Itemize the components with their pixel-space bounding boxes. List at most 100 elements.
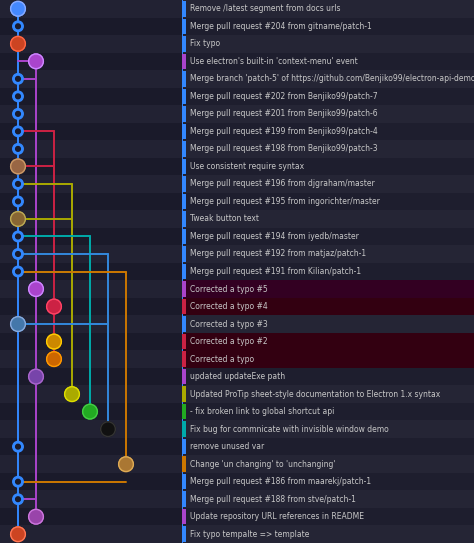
Circle shape	[10, 212, 25, 226]
Circle shape	[28, 282, 43, 296]
Bar	[0, 193, 182, 210]
Bar	[0, 70, 182, 87]
Bar	[182, 246, 186, 262]
Bar	[182, 439, 186, 454]
Bar	[182, 18, 186, 34]
Text: Fix typo tempalte => template: Fix typo tempalte => template	[190, 530, 310, 539]
Bar	[0, 157, 474, 175]
Circle shape	[13, 73, 23, 84]
Circle shape	[16, 147, 20, 151]
Bar	[0, 193, 474, 210]
Circle shape	[118, 457, 133, 471]
Bar	[0, 123, 182, 140]
Bar	[182, 1, 186, 16]
Text: Merge pull request #186 from maarekj/patch-1: Merge pull request #186 from maarekj/pat…	[190, 477, 371, 486]
Bar	[0, 490, 182, 508]
Text: Merge pull request #202 from Benjiko99/patch-7: Merge pull request #202 from Benjiko99/p…	[190, 92, 378, 101]
Bar	[182, 350, 474, 368]
Circle shape	[13, 91, 23, 102]
Bar	[0, 280, 474, 298]
Bar	[182, 264, 186, 279]
Circle shape	[10, 527, 25, 541]
Circle shape	[64, 387, 79, 401]
Bar	[0, 35, 474, 53]
Circle shape	[13, 144, 23, 154]
Bar	[0, 140, 474, 157]
Circle shape	[28, 54, 43, 68]
Text: - fix broken link to global shortcut api: - fix broken link to global shortcut api	[190, 407, 334, 416]
Text: Merge branch 'patch-5' of https://github.com/Benjiko99/electron-api-demos: Merge branch 'patch-5' of https://github…	[190, 74, 474, 83]
Text: Merge pull request #194 from iyedb/master: Merge pull request #194 from iyedb/maste…	[190, 232, 359, 241]
Bar	[0, 245, 182, 263]
Circle shape	[13, 21, 23, 31]
Bar	[0, 105, 474, 123]
Circle shape	[16, 181, 20, 186]
Circle shape	[13, 231, 23, 242]
Text: Corrected a typo #2: Corrected a typo #2	[190, 337, 268, 346]
Circle shape	[13, 494, 23, 504]
Bar	[182, 509, 186, 525]
Bar	[0, 386, 182, 403]
Bar	[182, 333, 474, 350]
Bar	[182, 491, 186, 507]
Bar	[0, 368, 182, 386]
Bar	[182, 229, 186, 244]
Circle shape	[10, 159, 25, 174]
Bar	[182, 316, 186, 332]
Text: Fix typo: Fix typo	[190, 39, 220, 48]
Bar	[0, 333, 182, 350]
Bar	[0, 0, 474, 17]
Bar	[182, 141, 186, 156]
Text: Update repository URL references in README: Update repository URL references in READ…	[190, 512, 364, 521]
Text: Corrected a typo #5: Corrected a typo #5	[190, 285, 268, 294]
Circle shape	[16, 77, 20, 81]
Bar	[0, 456, 182, 473]
Bar	[0, 175, 182, 193]
Bar	[0, 17, 474, 35]
Bar	[182, 527, 186, 542]
Text: Updated ProTip sheet-style documentation to Electron 1.x syntax: Updated ProTip sheet-style documentation…	[190, 390, 440, 399]
Circle shape	[16, 199, 20, 204]
Text: Tweak button text: Tweak button text	[190, 214, 259, 224]
Text: Merge pull request #201 from Benjiko99/patch-6: Merge pull request #201 from Benjiko99/p…	[190, 109, 378, 118]
Circle shape	[13, 109, 23, 119]
Text: Corrected a typo: Corrected a typo	[190, 355, 254, 364]
Text: Merge pull request #196 from djgraham/master: Merge pull request #196 from djgraham/ma…	[190, 179, 375, 188]
Circle shape	[46, 352, 61, 367]
Bar	[182, 89, 186, 104]
Bar	[0, 403, 182, 420]
Text: Corrected a typo #4: Corrected a typo #4	[190, 302, 268, 311]
Bar	[0, 298, 474, 315]
Bar	[0, 315, 474, 333]
Circle shape	[13, 126, 23, 137]
Bar	[182, 457, 186, 472]
Circle shape	[16, 497, 20, 502]
Circle shape	[13, 476, 23, 487]
Circle shape	[82, 405, 97, 419]
Bar	[0, 263, 182, 280]
Bar	[0, 473, 182, 490]
Bar	[0, 175, 474, 193]
Bar	[182, 404, 186, 419]
Text: Merge pull request #191 from Kilian/patch-1: Merge pull request #191 from Kilian/patc…	[190, 267, 361, 276]
Bar	[0, 228, 474, 245]
Bar	[182, 298, 474, 315]
Circle shape	[16, 479, 20, 484]
Bar	[0, 526, 474, 543]
Text: Merge pull request #188 from stve/patch-1: Merge pull request #188 from stve/patch-…	[190, 495, 356, 504]
Bar	[182, 176, 186, 192]
Bar	[0, 403, 474, 420]
Text: Corrected a typo #3: Corrected a typo #3	[190, 319, 268, 329]
Circle shape	[100, 422, 115, 437]
Bar	[0, 368, 474, 386]
Text: Change 'un changing' to 'unchanging': Change 'un changing' to 'unchanging'	[190, 460, 336, 469]
Circle shape	[16, 94, 20, 99]
Text: Fix bug for commnicate with invisible window demo: Fix bug for commnicate with invisible wi…	[190, 425, 389, 434]
Bar	[0, 210, 474, 228]
Bar	[0, 140, 182, 157]
Circle shape	[28, 509, 43, 524]
Bar	[0, 526, 182, 543]
Circle shape	[13, 196, 23, 207]
Bar	[182, 299, 186, 314]
Circle shape	[13, 441, 23, 452]
